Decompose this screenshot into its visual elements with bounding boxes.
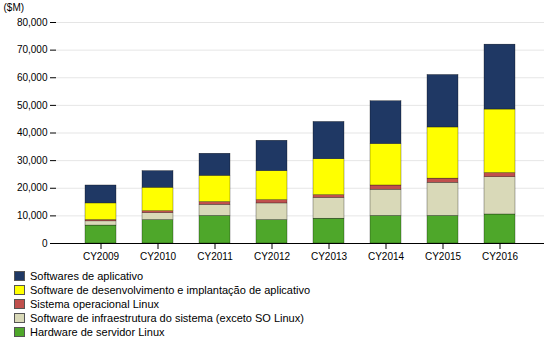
svg-text:20,000: 20,000: [17, 182, 48, 193]
svg-text:60,000: 60,000: [17, 72, 48, 83]
svg-text:80,000: 80,000: [17, 17, 48, 28]
html-text:Software de infraestrutura do: Software de infraestrutura do sistema (e…: [30, 312, 304, 324]
svg-text:($M): ($M): [4, 2, 25, 13]
svg-text:CY2016: CY2016: [482, 251, 519, 262]
html-text:Hardware de servidor Linux: Hardware de servidor Linux: [30, 326, 165, 338]
svg-text:CY2011: CY2011: [197, 251, 233, 262]
html-text:Sistema operacional Linux: Sistema operacional Linux: [30, 298, 159, 310]
svg-text:CY2014: CY2014: [368, 251, 405, 262]
svg-text:30,000: 30,000: [17, 155, 48, 166]
svg-text:CY2009: CY2009: [83, 251, 120, 262]
html-text:Software de desenvolvimento e: Software de desenvolvimento e implantaçã…: [30, 284, 311, 296]
svg-text:CY2013: CY2013: [311, 251, 348, 262]
svg-text:50,000: 50,000: [17, 100, 48, 111]
svg-text:0: 0: [42, 238, 48, 249]
svg-text:CY2010: CY2010: [140, 251, 177, 262]
svg-text:70,000: 70,000: [17, 44, 48, 55]
svg-text:CY2015: CY2015: [425, 251, 462, 262]
svg-text:10,000: 10,000: [17, 210, 48, 221]
html-text:Softwares de aplicativo: Softwares de aplicativo: [30, 270, 144, 282]
svg-text:CY2012: CY2012: [254, 251, 291, 262]
svg-text:40,000: 40,000: [17, 127, 48, 138]
